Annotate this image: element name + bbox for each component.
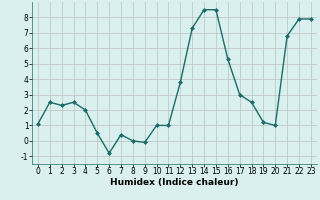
X-axis label: Humidex (Indice chaleur): Humidex (Indice chaleur) [110, 178, 239, 187]
